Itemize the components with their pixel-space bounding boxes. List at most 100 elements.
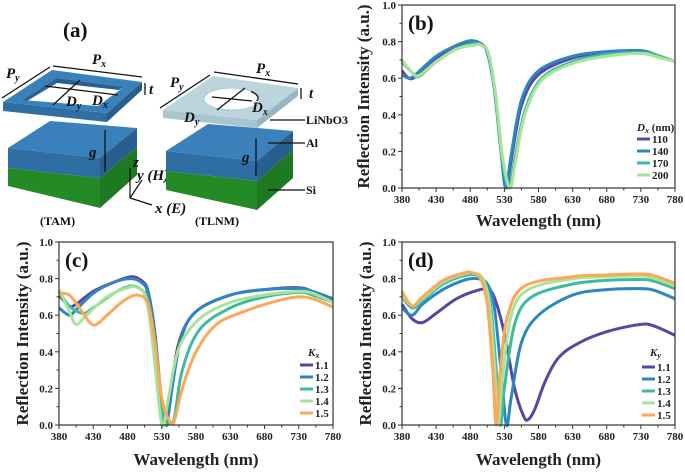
y-tick-label: 0.0 (382, 420, 396, 432)
series-line-110 (400, 39, 676, 188)
series-line-1.5 (58, 291, 334, 426)
series-line-1.1 (400, 287, 676, 422)
tlnm-t-label: t (309, 86, 314, 102)
x-axis-label: x (E) (154, 201, 186, 217)
x-tick-label: 730 (633, 431, 650, 443)
x-tick-label: 730 (291, 431, 308, 443)
x-tick-label: 630 (564, 431, 581, 443)
y-tick-label: 0.2 (39, 383, 53, 395)
legend-label: 140 (652, 146, 669, 158)
y-tick-label: 0.8 (382, 37, 396, 49)
y-tick-label: 0.8 (382, 274, 396, 286)
series-line-200 (400, 42, 676, 190)
plot-frame (401, 4, 676, 189)
panel-label: (b) (408, 11, 434, 35)
tlnm-g-label: g (241, 150, 250, 166)
legend-title-subscript: x (314, 351, 319, 360)
y-tick-label: 0.2 (382, 383, 396, 395)
z-axis-label: z (132, 155, 139, 171)
tam-dy-label: Dy (65, 94, 82, 112)
tam-caption: (TAM) (40, 214, 75, 228)
tlnm-py-label: Py (170, 75, 184, 93)
panel-label: (d) (408, 248, 434, 272)
legend-title: Dx (nm) (636, 122, 675, 135)
panel-label: (c) (65, 248, 88, 272)
y-tick-label: 0.0 (39, 420, 53, 432)
series-line-1.4 (57, 284, 334, 429)
tam-base-block (8, 121, 137, 208)
x-tick-label: 780 (667, 194, 684, 206)
legend-title-symbol: K (307, 347, 316, 359)
legend-label: 1.2 (657, 374, 671, 386)
x-tick-label: 630 (564, 194, 581, 206)
x-tick-label: 380 (51, 431, 68, 443)
tam-py-label: Py (6, 66, 20, 84)
legend-label: 1.5 (657, 410, 671, 422)
x-tick-label: 680 (599, 431, 616, 443)
series-line-1.3 (57, 284, 334, 428)
panel-label-a: (a) (63, 18, 88, 42)
legend-label: 1.1 (657, 362, 671, 374)
legend-label: 1.3 (657, 386, 671, 398)
x-tick-label: 430 (85, 431, 102, 443)
legend-title: Kx (307, 347, 319, 360)
legend-title: Ky (649, 347, 661, 360)
legend-label: 1.5 (315, 408, 329, 420)
chart-b: 380 430 480 530 580 630 680 730 780 0.0 0.2 0.4 0.6 0… (354, 0, 684, 230)
x-tick-label: 530 (154, 431, 171, 443)
x-tick-label: 430 (428, 431, 445, 443)
tam-t-label: t (149, 82, 154, 98)
si-label: Si (306, 183, 317, 197)
chart-d: 380 430 480 530 580 630 680 730 780 0.0 0.2 0.4 0.6 0… (356, 237, 684, 469)
x-tick-label: 480 (119, 431, 136, 443)
x-tick-label: 530 (496, 431, 513, 443)
x-tick-label: 480 (462, 194, 479, 206)
tlnm-dx-label: Dx (251, 100, 268, 118)
chart-c: 380 430 480 530 580 630 680 730 780 0.0 0.2 0.4 0.6 0… (13, 237, 342, 469)
y-tick-label: 0.8 (39, 274, 53, 286)
y-axis-title: Reflection Intensity (a.u.) (354, 4, 373, 188)
x-tick-label: 680 (599, 194, 616, 206)
y-tick-label: 0.4 (382, 347, 396, 359)
legend-label: 110 (652, 134, 668, 146)
x-tick-label: 630 (222, 431, 239, 443)
y-tick-label: 0.4 (39, 347, 53, 359)
x-tick-label: 780 (325, 431, 342, 443)
x-tick-label: 530 (496, 194, 513, 206)
legend-label: 1.4 (657, 398, 671, 410)
tlnm-base-block (166, 124, 293, 210)
y-tick-label: 1.0 (382, 237, 396, 249)
y-axis-title: Reflection Intensity (a.u.) (356, 241, 375, 425)
legend-title-symbol: K (649, 347, 658, 359)
tlnm-dimension-arrows (159, 71, 305, 191)
y-tick-label: 1.0 (382, 0, 396, 12)
legend-label: 1.3 (315, 384, 329, 396)
y-tick-label: 0.4 (382, 110, 396, 122)
legend-title-subscript: y (656, 351, 661, 360)
tlnm-px-label: Px (256, 61, 270, 79)
x-axis-title: Wavelength (nm) (133, 450, 258, 469)
legend-title-symbol: D (636, 122, 645, 134)
x-tick-label: 480 (462, 431, 479, 443)
x-tick-label: 580 (188, 431, 205, 443)
x-tick-label: 780 (667, 431, 684, 443)
y-tick-label: 0.6 (39, 310, 53, 322)
linbo3-label: LiNbO3 (306, 113, 348, 127)
structure-diagram: (a) Px Py t Dy Dx (1, 18, 348, 228)
legend-title-unit: (nm) (649, 122, 675, 134)
coordinate-axes-icon (129, 168, 153, 206)
x-tick-label: 730 (633, 194, 650, 206)
y-tick-label: 0.0 (382, 183, 396, 195)
tam-ring (3, 70, 142, 122)
legend-title-subscript: x (644, 126, 649, 135)
y-axis-title: Reflection Intensity (a.u.) (13, 241, 32, 425)
x-tick-label: 580 (530, 194, 547, 206)
y-tick-label: 0.2 (382, 146, 396, 158)
series-line-140 (401, 39, 676, 190)
tam-px-label: Px (92, 52, 106, 70)
x-tick-label: 680 (256, 431, 273, 443)
y-axis-label: y (H) (135, 168, 169, 184)
legend-label: 1.2 (315, 372, 329, 384)
